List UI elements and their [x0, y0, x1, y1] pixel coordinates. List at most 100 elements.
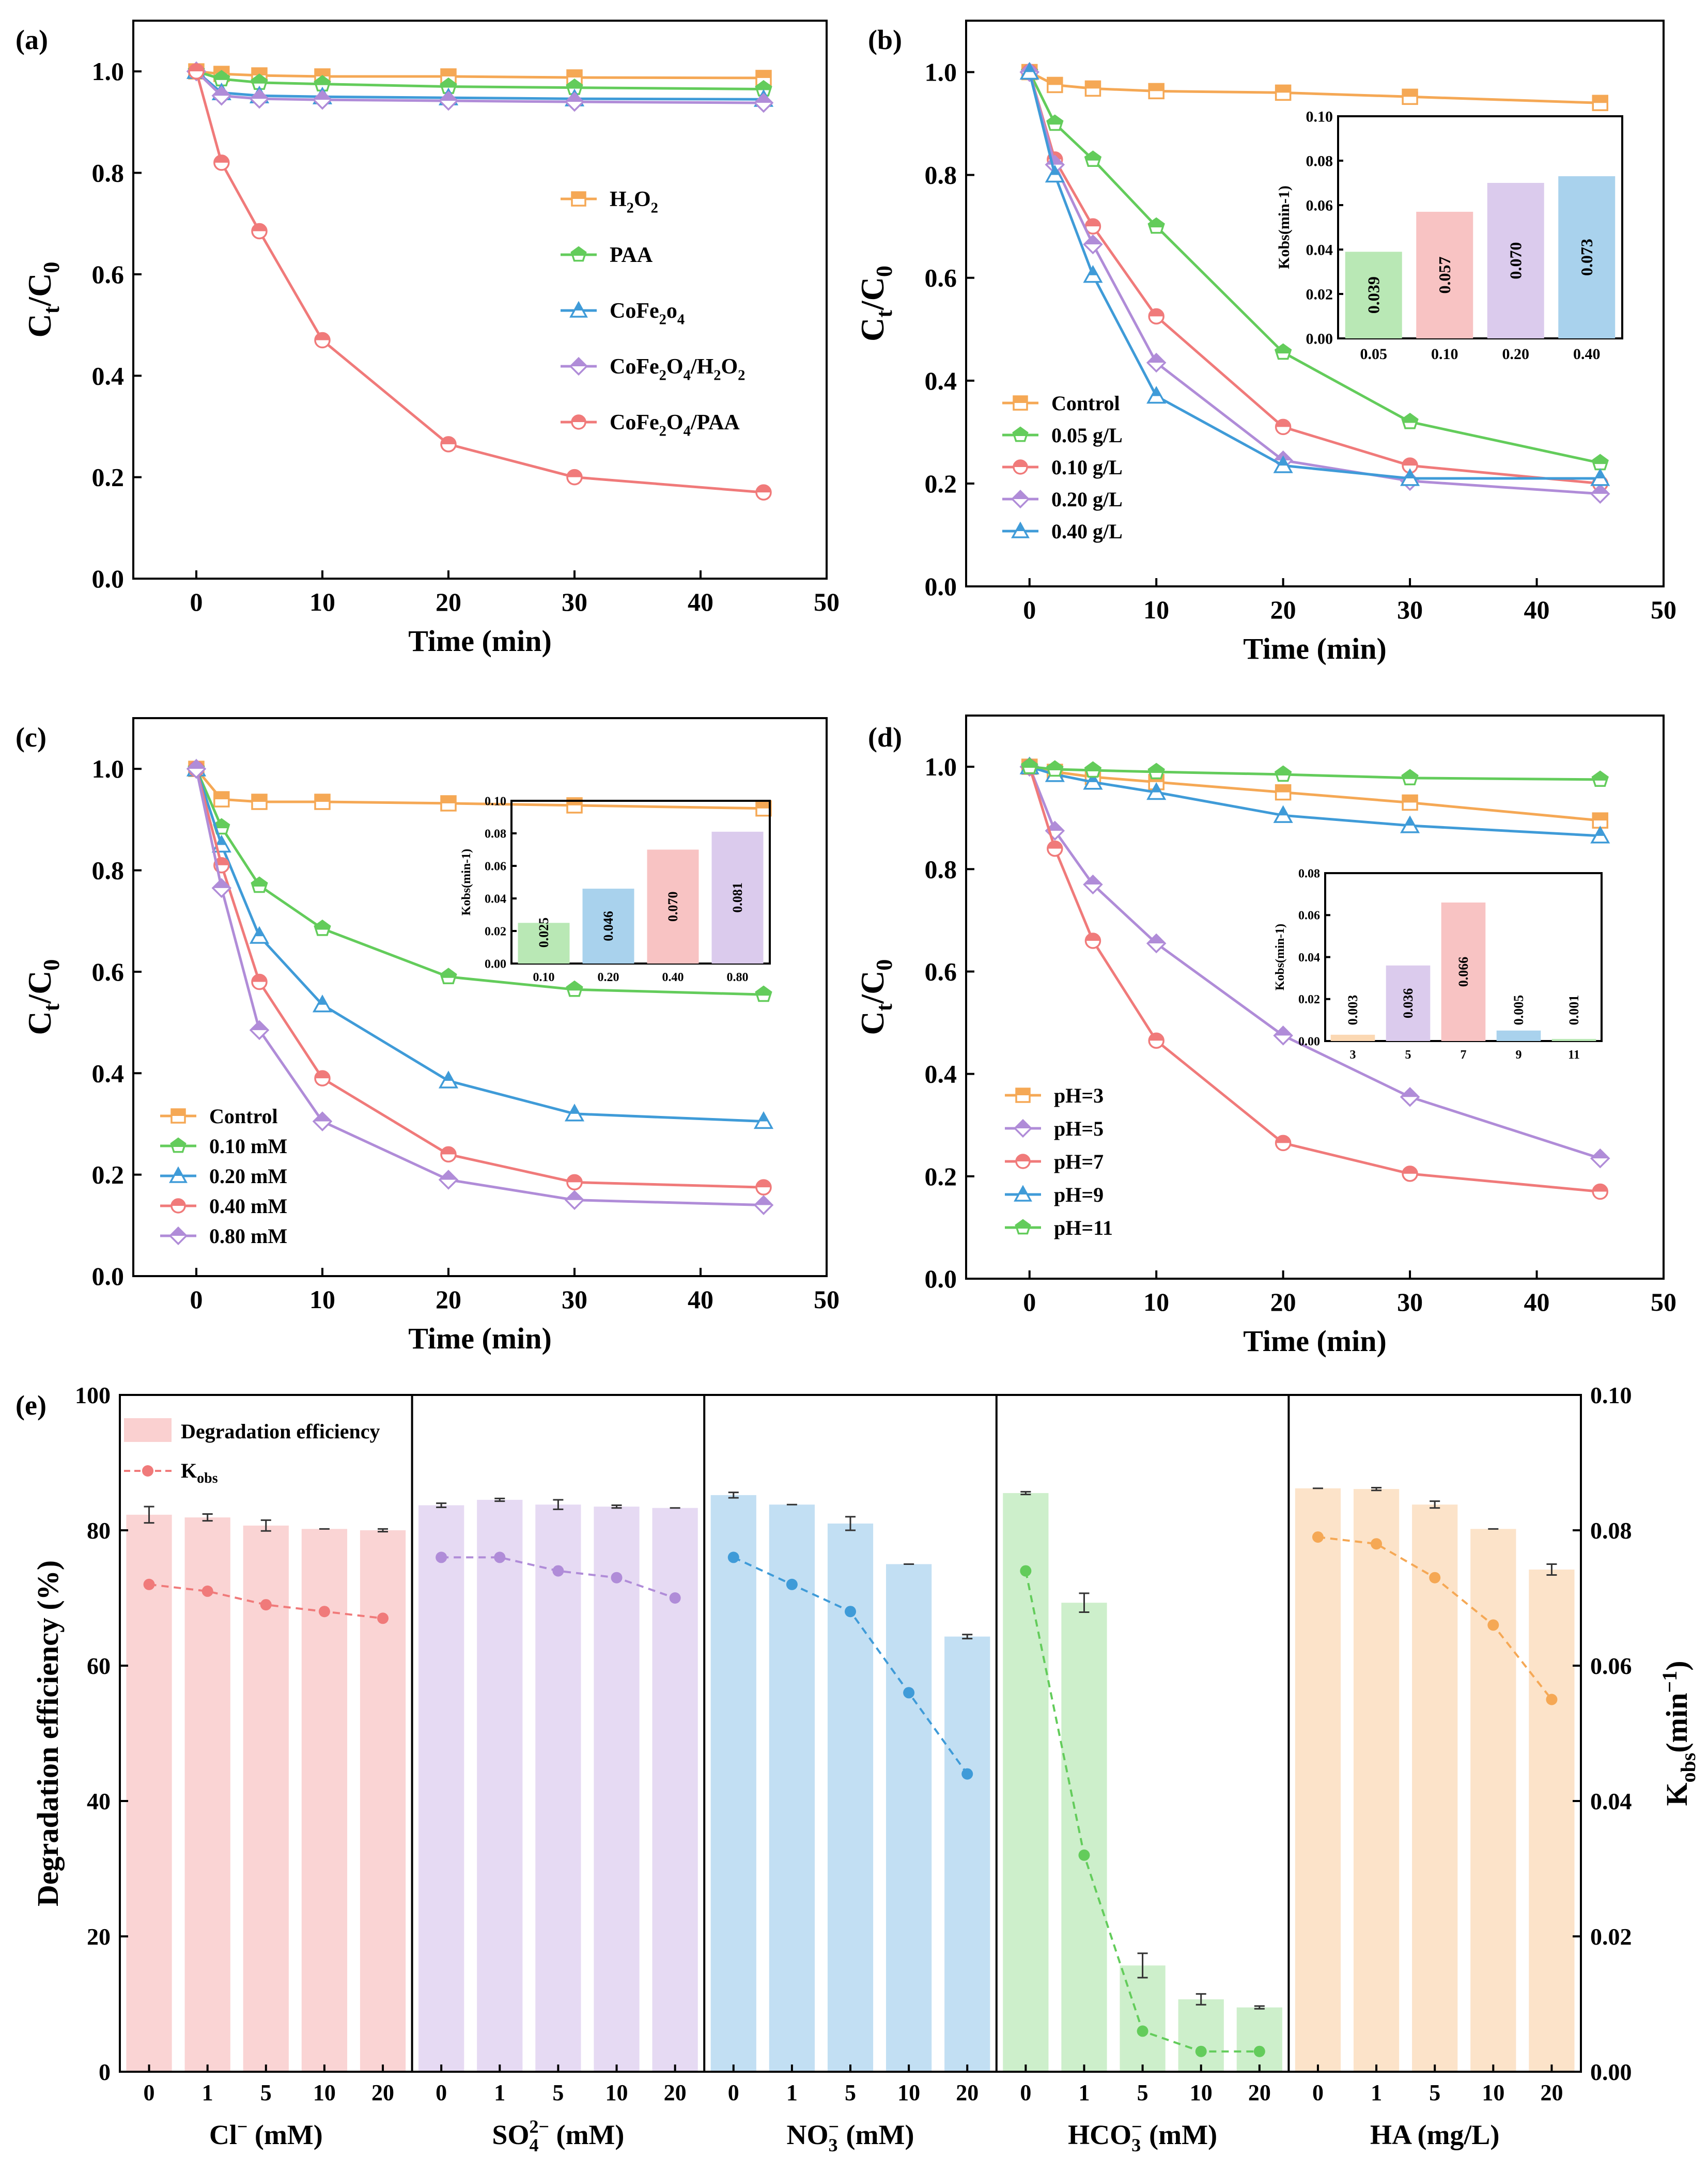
data-point: [1083, 874, 1103, 895]
legend-label: 0.10 g/L: [1051, 456, 1123, 479]
kobs-point: [260, 1599, 272, 1611]
data-point: [1046, 114, 1064, 131]
x-tick-label: 1: [202, 2080, 213, 2105]
kobs-point: [1020, 1565, 1032, 1577]
data-point: [1592, 812, 1609, 829]
data-point: [1402, 88, 1418, 105]
legend-marker-half: [1015, 1120, 1031, 1128]
y-tick-label: 0.8: [925, 855, 957, 883]
data-point: [1084, 150, 1102, 167]
y-tick-label: 0.6: [925, 263, 957, 292]
inset-y-axis-label: Kobs(min-1): [1274, 924, 1287, 990]
legend-marker-half: [1016, 1089, 1030, 1095]
data-point-half: [1403, 89, 1418, 97]
data-point: [1590, 1148, 1610, 1169]
data-point-half: [315, 795, 330, 802]
x-tick-label: 20: [664, 2080, 687, 2105]
inset-y-tick-label: 0.02: [1298, 993, 1320, 1006]
inset-bar-value: 0.036: [1401, 988, 1416, 1019]
data-point-half: [252, 68, 267, 76]
kobs-point: [1253, 2045, 1265, 2057]
data-point-half: [567, 80, 582, 89]
legend-marker: [170, 1108, 186, 1124]
legend-marker: [170, 1137, 187, 1153]
legend-marker: [569, 356, 588, 376]
data-point-half: [566, 1191, 583, 1200]
data-point-half: [567, 981, 582, 991]
group-label: HA (mg/L): [1370, 2119, 1500, 2150]
efficiency-bar: [594, 1507, 640, 2072]
efficiency-bar: [477, 1500, 523, 2072]
x-tick-label: 5: [845, 2080, 856, 2105]
legend-marker-half: [571, 247, 586, 256]
kobs-point: [318, 1606, 330, 1618]
data-point: [753, 1111, 774, 1129]
data-point-half: [315, 69, 330, 76]
legend-marker-half: [572, 192, 585, 199]
inset-y-tick-label: 0.00: [485, 957, 506, 971]
plot-frame: [132, 717, 828, 1277]
data-point: [1592, 95, 1609, 112]
panel-label: (a): [15, 24, 48, 55]
data-point-half: [1089, 267, 1097, 275]
inset-y-tick-label: 0.06: [1298, 909, 1320, 923]
legend-marker-half: [1014, 396, 1027, 403]
data-point-half: [755, 1196, 772, 1205]
data-point-half: [1085, 762, 1101, 772]
legend-label: Control: [209, 1105, 278, 1128]
y-tick-label: 1.0: [92, 57, 125, 86]
inset-bar-value: 0.070: [1506, 242, 1525, 280]
group-label: HCO3− (mM): [1068, 2116, 1217, 2155]
data-point-half: [252, 974, 267, 982]
panel-label: (c): [15, 722, 46, 753]
legend-label: 0.80 mM: [209, 1224, 287, 1248]
inset-x-tick-label: 3: [1350, 1048, 1356, 1062]
legend-label: 0.40 g/L: [1051, 520, 1123, 543]
kobs-point: [845, 1606, 856, 1618]
inset-y-tick-label: 0.04: [485, 892, 506, 906]
data-point-half: [318, 996, 327, 1005]
inset-bar-value: 0.003: [1345, 995, 1360, 1026]
x-tick-label: 30: [1397, 1287, 1423, 1316]
inset-y-tick-label: 0.04: [1298, 951, 1320, 965]
data-point-half: [255, 928, 264, 937]
data-point-half: [252, 795, 267, 802]
inset-bar: [1441, 902, 1486, 1041]
data-point-half: [567, 1175, 582, 1183]
legend-marker: [1011, 521, 1030, 538]
data-point-half: [214, 819, 229, 829]
data-point: [188, 63, 205, 80]
x-tick-label: 30: [1397, 595, 1423, 624]
y-tick-label: 0.0: [92, 1262, 125, 1291]
x-axis-label: Time (min): [1243, 1324, 1387, 1358]
plot-frame: [965, 715, 1665, 1280]
efficiency-bar: [1470, 1529, 1516, 2072]
inset-bar-value: 0.070: [665, 892, 680, 922]
inset-y-tick-label: 0.00: [1306, 331, 1333, 348]
data-point: [1591, 770, 1609, 787]
data-point: [1275, 418, 1292, 436]
data-point-half: [1149, 309, 1164, 317]
data-point-half: [314, 1112, 331, 1122]
efficiency-bar: [535, 1504, 581, 2072]
x-tick-label: 0: [190, 1285, 203, 1314]
data-point-half: [441, 796, 456, 803]
data-point-half: [1402, 414, 1418, 423]
data-point: [440, 77, 457, 94]
x-tick-label: 10: [309, 587, 335, 616]
data-point-half: [315, 1071, 330, 1079]
data-point-half: [1050, 166, 1059, 175]
legend-marker-half: [572, 415, 585, 422]
data-point: [1400, 815, 1420, 833]
data-point: [251, 223, 268, 240]
data-point: [755, 1179, 772, 1196]
data-point-half: [440, 1171, 457, 1180]
x-tick-label: 1: [1371, 2080, 1382, 2105]
inset-bar-value: 0.046: [601, 911, 616, 941]
data-point: [1274, 765, 1292, 782]
data-point: [1146, 385, 1167, 404]
inset-bar-value: 0.001: [1566, 995, 1581, 1026]
data-point-half: [1593, 96, 1608, 103]
inset-x-tick-label: 0.80: [727, 971, 749, 984]
legend-label: 0.20 g/L: [1051, 488, 1123, 511]
